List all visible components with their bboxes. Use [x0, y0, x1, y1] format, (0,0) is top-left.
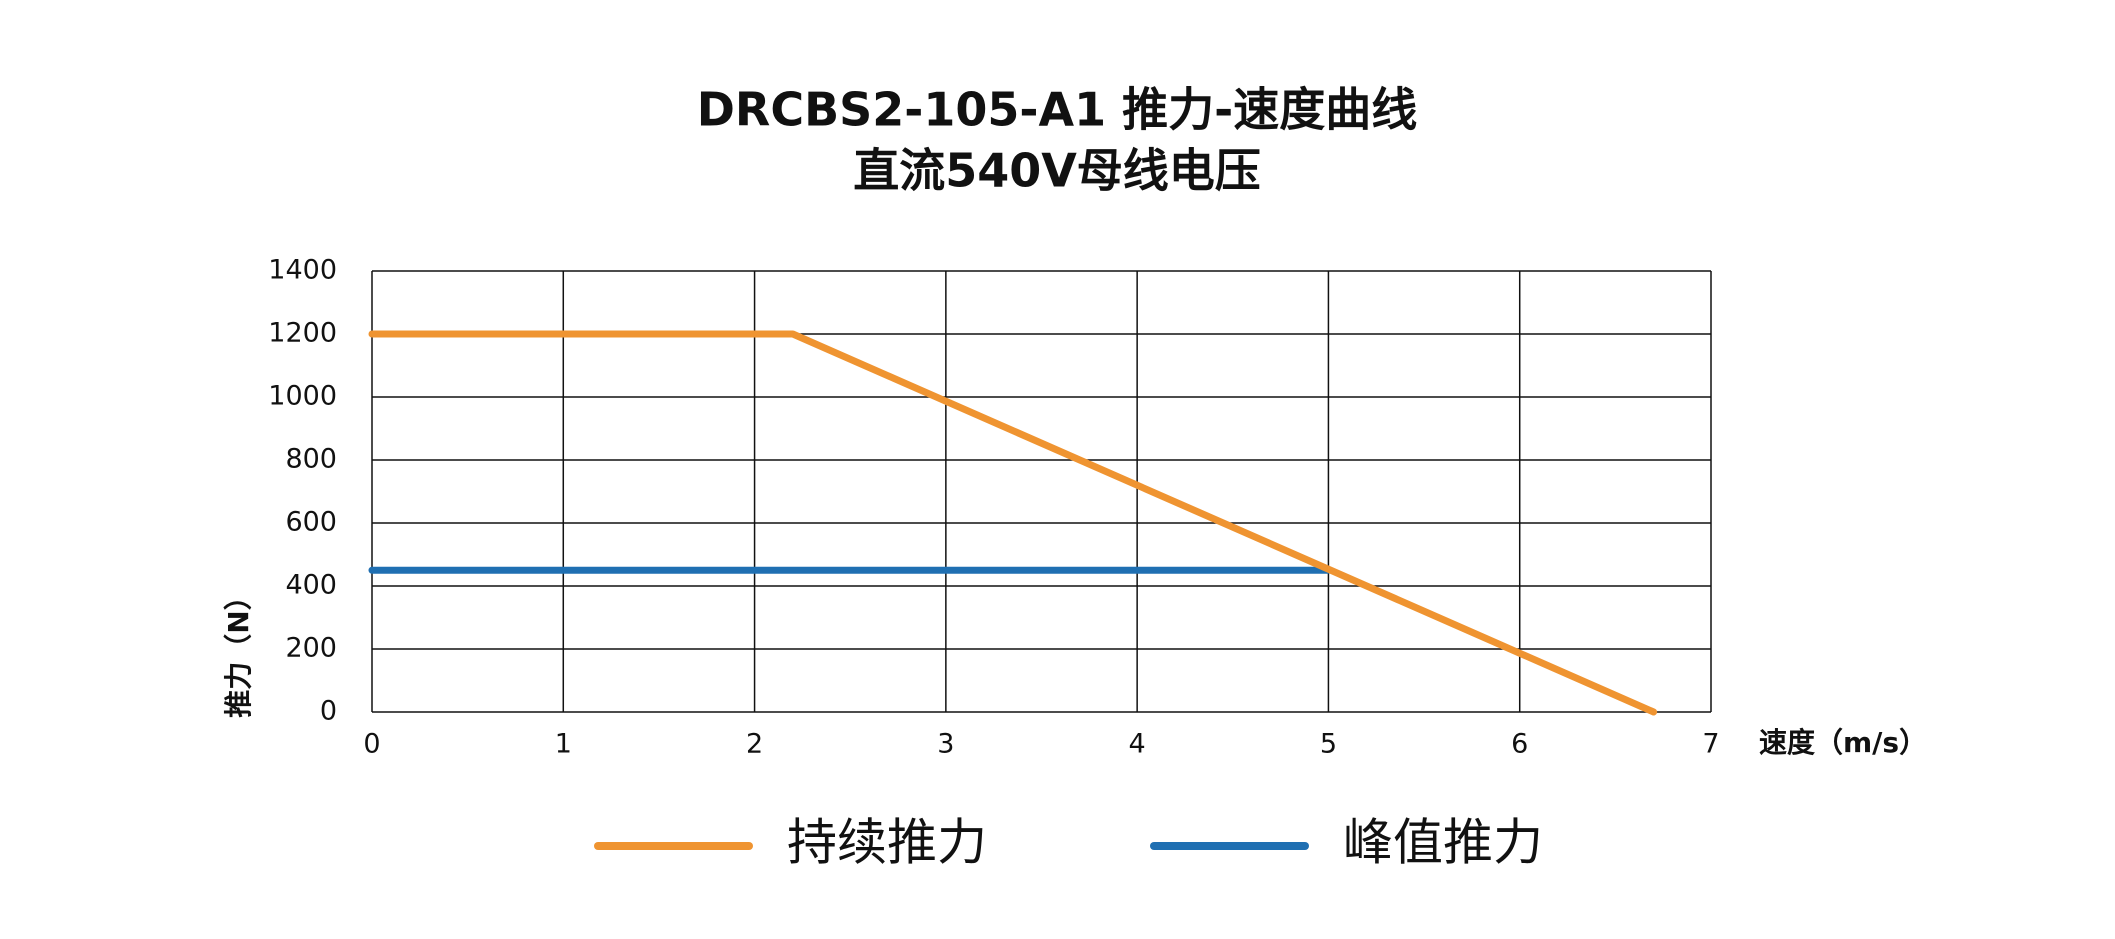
y-tick-label: 1400	[268, 255, 337, 286]
x-tick-label: 2	[746, 729, 763, 760]
y-tick-label: 200	[285, 633, 337, 664]
x-tick-label: 1	[555, 729, 572, 760]
x-tick-label: 0	[363, 729, 380, 760]
x-tick-label: 3	[937, 729, 954, 760]
y-tick-label: 800	[285, 444, 337, 475]
y-tick-label: 0	[320, 696, 337, 727]
x-tick-label: 7	[1702, 729, 1719, 760]
legend-label: 持续推力	[787, 814, 987, 872]
chart-title: DRCBS2-105-A1 推力-速度曲线	[697, 83, 1417, 137]
x-tick-label: 6	[1511, 729, 1528, 760]
legend-label: 峰值推力	[1343, 814, 1543, 872]
x-tick-label: 4	[1129, 729, 1146, 760]
series-line	[368, 330, 1658, 716]
y-tick-label: 400	[285, 570, 337, 601]
y-tick-label: 600	[285, 507, 337, 538]
y-tick-label: 1200	[268, 318, 337, 349]
y-axis-label: 推力（N）	[222, 582, 255, 717]
y-tick-label: 1000	[268, 381, 337, 412]
x-tick-label: 5	[1320, 729, 1337, 760]
chart-subtitle: 直流540V母线电压	[853, 144, 1261, 198]
x-axis-label: 速度（m/s）	[1759, 726, 1927, 759]
